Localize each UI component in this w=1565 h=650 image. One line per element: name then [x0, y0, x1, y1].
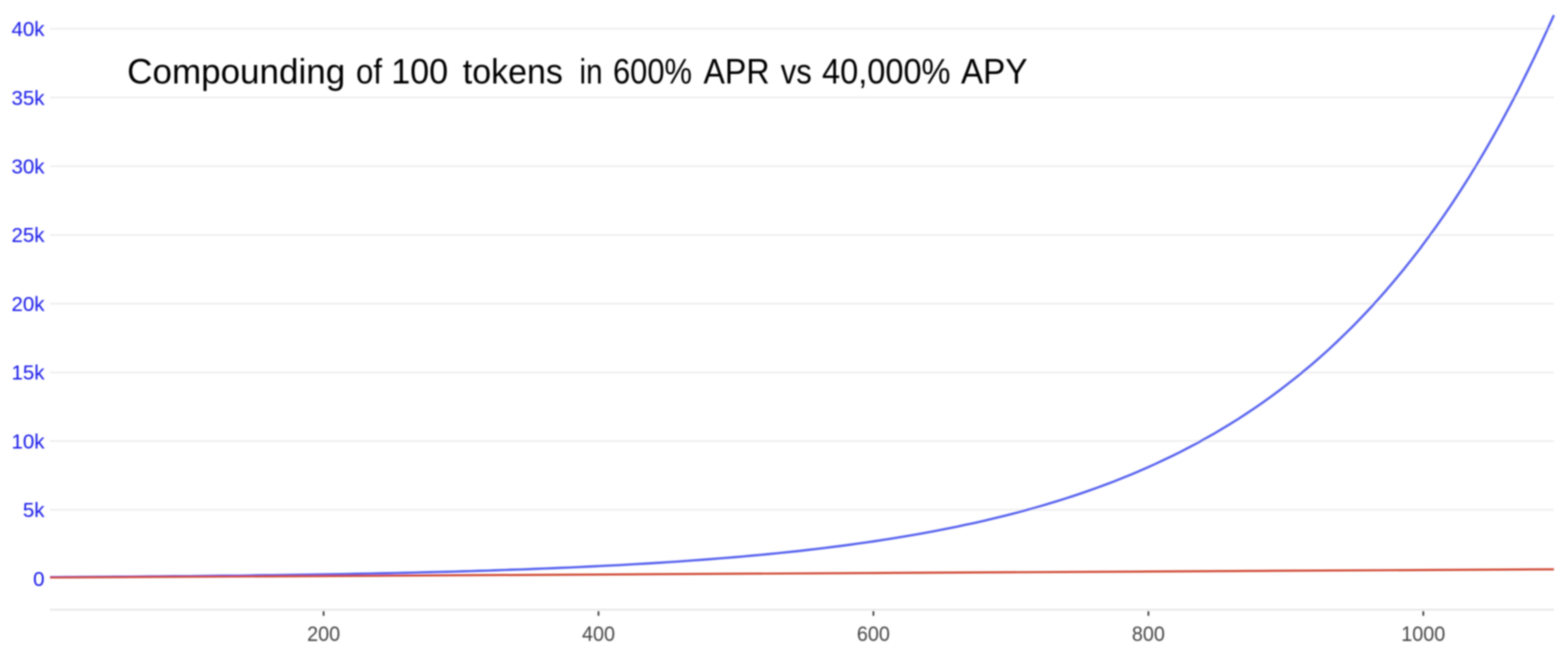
svg-text:10k: 10k — [11, 430, 45, 453]
svg-text:1000: 1000 — [1401, 623, 1445, 646]
svg-text:600%: 600% — [613, 52, 692, 91]
svg-text:APY: APY — [961, 52, 1028, 91]
svg-text:40,000%: 40,000% — [822, 52, 951, 91]
svg-text:0: 0 — [33, 568, 44, 591]
svg-text:in: in — [580, 52, 603, 91]
svg-text:600: 600 — [857, 623, 890, 646]
svg-text:30k: 30k — [11, 156, 45, 179]
svg-text:APR: APR — [704, 52, 770, 91]
svg-text:15k: 15k — [11, 362, 45, 385]
svg-text:20k: 20k — [11, 293, 45, 316]
svg-text:tokens: tokens — [463, 52, 563, 91]
svg-text:200: 200 — [307, 623, 340, 646]
svg-text:Compounding: Compounding — [127, 52, 345, 91]
svg-text:800: 800 — [1132, 623, 1165, 646]
svg-text:vs: vs — [781, 52, 812, 91]
svg-text:5k: 5k — [23, 499, 45, 522]
svg-text:40k: 40k — [11, 18, 45, 41]
svg-text:25k: 25k — [11, 224, 45, 247]
svg-text:of: of — [356, 52, 382, 91]
svg-text:400: 400 — [582, 623, 615, 646]
svg-text:100: 100 — [391, 52, 448, 91]
svg-text:35k: 35k — [11, 87, 45, 110]
